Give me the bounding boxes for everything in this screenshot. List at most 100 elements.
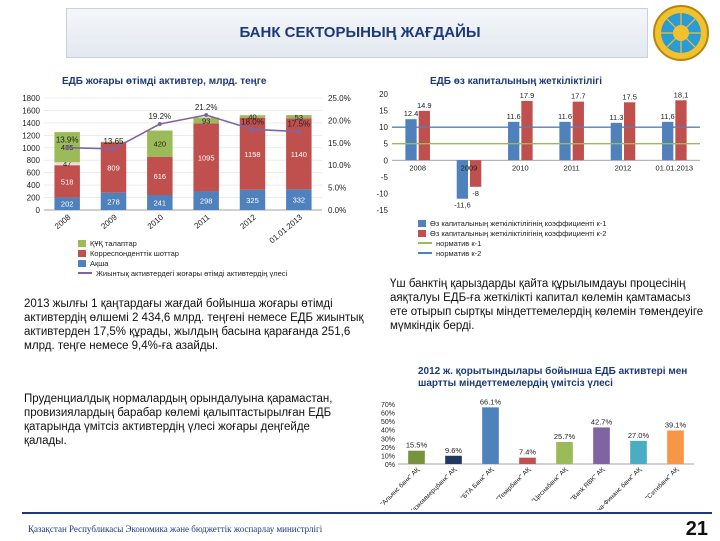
bar-value-label: 17.5 (622, 92, 637, 101)
chart-liquid-assets: 1800 1600 1400 1200 1000 800 600 400 200 0 25.0% 20… (22, 94, 351, 245)
bar-value-label: 11.6 (558, 112, 572, 121)
x-tick-label: 2008 (53, 212, 73, 231)
x-tick-label: "Темірбанк" АҚ (494, 466, 532, 504)
x-tick-label: "Астана-Финанс банк" АҚ (583, 466, 643, 510)
ratio-label: 13.9% (56, 136, 79, 145)
y-tick-label: 40% (381, 428, 395, 435)
bar-segment (147, 156, 173, 196)
y-tick-label: 1800 (22, 94, 40, 103)
bar (519, 457, 536, 464)
y-tick-label: 600 (27, 169, 41, 178)
legend-line (418, 242, 432, 244)
bar (572, 101, 584, 161)
bar (593, 427, 610, 464)
page-number: 21 (685, 518, 708, 540)
bar-segment (286, 115, 312, 119)
legend-swatch (78, 249, 86, 257)
bar (610, 122, 622, 161)
y-tick-label: 0 (36, 206, 41, 215)
legend-label: Өз капиталының жеткіліктілігінің коэффиц… (430, 218, 607, 228)
bar (445, 455, 462, 464)
bar-value-label: 53 (295, 113, 303, 122)
y-tick-label: 1600 (22, 106, 40, 115)
ratio-label: 19.2% (148, 112, 171, 121)
bar (630, 440, 647, 464)
legend-label: Жиынтық активтердегі жоғары өтімді актив… (96, 268, 288, 278)
legend-label: норматив к-1 (436, 238, 482, 248)
bar (405, 119, 417, 161)
bar (456, 160, 468, 199)
legend-label: Корреспонденттік шоттар (90, 248, 179, 258)
ratio-point (111, 146, 116, 151)
x-tick-label: 2010 (512, 163, 529, 172)
bar-value-label: 47 (63, 160, 71, 169)
y-tick-label: -15 (376, 206, 388, 215)
y-tick-label: 50% (381, 419, 395, 426)
bar-value-label: 17.7 (571, 92, 586, 101)
y-tick-label: 10% (381, 453, 395, 460)
bar-value-label: 241 (154, 199, 167, 208)
ratio-line (67, 114, 299, 150)
ratio-point (296, 129, 301, 134)
bar-value-label: 278 (107, 197, 120, 206)
bar-segment (193, 191, 219, 210)
bar-value-label: 66.1% (480, 397, 502, 406)
y-tick-label: 20% (381, 445, 395, 452)
y-tick-label: -5 (381, 173, 389, 182)
x-tick-label: "Цеснабанк" АҚ (530, 466, 569, 505)
bar-value-label: 1140 (291, 150, 307, 159)
bar-segment (239, 189, 266, 210)
slide-header: БАНК СЕКТОРЫНЫҢ ЖАҒДАЙЫ (0, 0, 720, 62)
paragraph-restructuring: Үш банктің қарыздарды қайта құрылымдауы … (390, 278, 704, 332)
y-tick-label: 10 (379, 123, 388, 132)
bar (482, 407, 499, 464)
y-tick-label: 5 (384, 140, 389, 149)
bar-value-label: 202 (61, 200, 74, 209)
chart2-title: ЕДБ өз капиталының жеткіліктілігі (430, 76, 603, 87)
legend-swatch (418, 229, 426, 237)
bar (675, 100, 687, 161)
slide-footer: Қазақстан Республикасы Экономика және бю… (0, 510, 720, 540)
bar-value-label: -8 (472, 189, 479, 198)
bar-value-label: 15.5% (406, 441, 428, 450)
legend-label: Өз капиталының жеткіліктілігінің коэффиц… (430, 228, 607, 238)
bar-value-label: 27.0% (628, 431, 650, 440)
footer-rule (22, 512, 712, 514)
bar-value-label: 9.6% (445, 446, 462, 455)
bar (408, 450, 425, 464)
bar-value-label: 332 (293, 196, 306, 205)
x-tick-label: 2009 (461, 163, 478, 172)
x-tick-label: 2010 (146, 212, 166, 231)
y2-tick-label: 25.0% (328, 94, 351, 103)
legend-swatch (78, 259, 86, 267)
slide-title: БАНК СЕКТОРЫНЫҢ ЖАҒДАЙЫ (239, 24, 481, 41)
bar-value-label: 42.7% (591, 417, 613, 426)
bar-segment (193, 117, 219, 124)
chart2-legend: Өз капиталының жеткіліктілігінің коэффиц… (418, 218, 606, 258)
ratio-label: 18.0% (241, 117, 264, 126)
x-tick-label: "Ситибанк" АҚ (644, 466, 680, 502)
chart-capital-adequacy: 20 15 10 5 0 -5 -10 -15 12.414.9 2008 -11,6-8 2009 1… (376, 90, 700, 215)
bar-value-label: 1158 (244, 150, 260, 159)
x-tick-label: 2011 (564, 163, 580, 172)
bar (470, 160, 482, 187)
paragraph-provisions: Пруденциалдық нормалардың орындалуына қа… (24, 393, 333, 447)
y-tick-label: 1200 (22, 131, 40, 140)
legend-label: Ақша (90, 258, 109, 268)
legend-swatch (418, 219, 426, 227)
y-tick-label: 15 (379, 107, 388, 116)
x-tick-label: 2011 (192, 212, 211, 230)
bar-segment (100, 192, 127, 210)
y2-tick-label: 0.0% (328, 206, 346, 215)
bar-value-label: 616 (154, 172, 167, 181)
kazakhstan-emblem-icon (653, 5, 709, 61)
bar-value-label: 7.4% (519, 448, 536, 457)
y-tick-label: 0% (385, 462, 395, 469)
bar-segment (193, 123, 219, 192)
bar-value-label: 298 (200, 197, 213, 206)
header-bar (66, 8, 648, 58)
bar-segment (54, 197, 80, 210)
y2-tick-label: 15.0% (328, 139, 351, 148)
bar (624, 102, 636, 161)
bar-value-label: 39.1% (665, 420, 687, 429)
